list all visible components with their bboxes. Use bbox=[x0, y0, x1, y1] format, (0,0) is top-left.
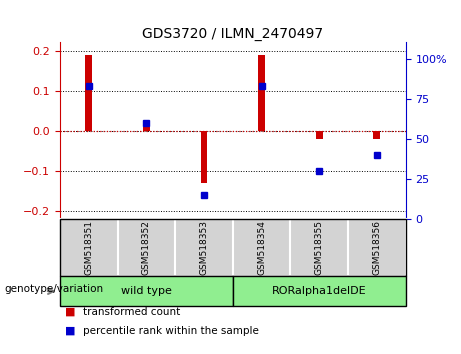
Text: ■: ■ bbox=[65, 307, 75, 316]
Text: RORalpha1delDE: RORalpha1delDE bbox=[272, 286, 366, 296]
Bar bbox=[348, 219, 406, 276]
Bar bbox=[60, 219, 118, 276]
Text: wild type: wild type bbox=[121, 286, 172, 296]
Bar bbox=[118, 219, 175, 276]
Text: GSM518355: GSM518355 bbox=[315, 220, 324, 275]
Bar bbox=[373, 131, 380, 139]
Text: GSM518352: GSM518352 bbox=[142, 220, 151, 275]
Title: GDS3720 / ILMN_2470497: GDS3720 / ILMN_2470497 bbox=[142, 28, 323, 41]
Bar bbox=[85, 55, 92, 131]
Bar bbox=[233, 276, 406, 306]
Bar bbox=[143, 127, 150, 131]
Text: genotype/variation: genotype/variation bbox=[5, 284, 104, 295]
Text: GSM518356: GSM518356 bbox=[372, 220, 381, 275]
Text: ■: ■ bbox=[65, 326, 75, 336]
Bar bbox=[233, 219, 290, 276]
Bar bbox=[60, 276, 233, 306]
Text: transformed count: transformed count bbox=[83, 307, 180, 316]
Bar bbox=[290, 219, 348, 276]
Text: GSM518353: GSM518353 bbox=[200, 220, 208, 275]
Bar bbox=[316, 131, 323, 139]
Text: GSM518351: GSM518351 bbox=[84, 220, 93, 275]
Bar bbox=[175, 219, 233, 276]
Text: GSM518354: GSM518354 bbox=[257, 220, 266, 275]
Text: percentile rank within the sample: percentile rank within the sample bbox=[83, 326, 259, 336]
Bar bbox=[258, 55, 265, 131]
Bar bbox=[201, 131, 207, 183]
